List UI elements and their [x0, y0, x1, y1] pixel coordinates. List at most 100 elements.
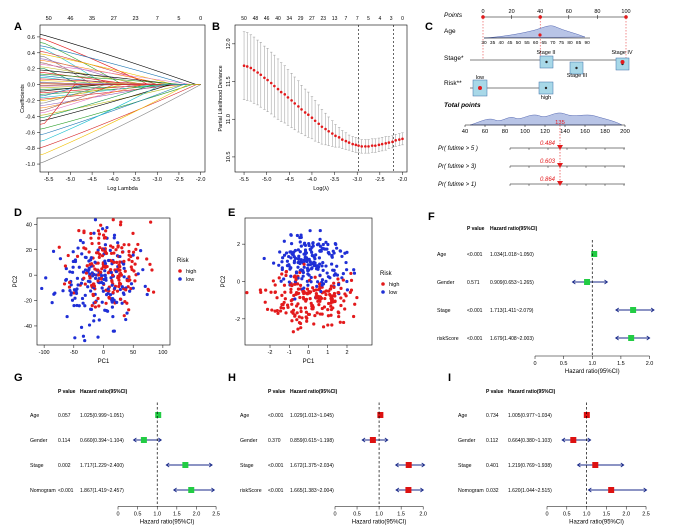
pca-point [91, 292, 95, 296]
deviance-point [398, 138, 401, 141]
age-tick-label: 50 [516, 40, 522, 46]
pca-point [336, 310, 340, 314]
age-tick-label: 35 [490, 40, 496, 46]
pca-point [291, 253, 295, 257]
pca-point [324, 292, 328, 297]
pca-point [110, 305, 114, 309]
age-tick-label: 40 [499, 40, 505, 46]
coefficient-path [40, 84, 201, 114]
pca-point [83, 282, 87, 286]
hazard-ratio-point [405, 487, 412, 493]
pca-point [316, 299, 320, 303]
pca-point [93, 300, 97, 304]
pca-point [320, 264, 324, 268]
header-hazard-ratio: Hazard ratio(95%CI) [508, 389, 556, 395]
pca-point [97, 318, 101, 322]
probability-row-label: Pr( futime > 1) [438, 182, 476, 188]
pca-point [297, 257, 301, 261]
x-tick-label: 0.5 [134, 512, 142, 518]
pca-point [298, 295, 302, 300]
coefficient-path [40, 84, 201, 164]
deviance-point [340, 138, 344, 141]
pca-point [295, 304, 299, 308]
y-tick-label: 0.4 [27, 51, 35, 57]
deviance-point [357, 144, 360, 147]
pca-point [308, 262, 313, 267]
pca-point [305, 259, 309, 264]
pca-point [345, 250, 349, 254]
coefficient-path [40, 55, 201, 85]
pca-point [92, 272, 96, 277]
deviance-point [297, 105, 300, 108]
risk-label: high [541, 95, 551, 101]
pca-point [324, 240, 328, 244]
pca-point [330, 262, 334, 266]
pca-point [74, 289, 78, 294]
pca-point [332, 291, 337, 296]
panel-letter-d: D [14, 207, 22, 219]
top-tick-label: 23 [132, 16, 138, 22]
pca-point [327, 252, 331, 256]
pca-point [263, 300, 267, 304]
pca-point [345, 268, 349, 272]
coefficient-path [40, 84, 201, 149]
pca-point [92, 231, 96, 235]
ci-arrow-left [587, 487, 592, 493]
pca-point [321, 325, 326, 329]
top-tick-label: 23 [320, 16, 326, 22]
age-tick-label: 60 [533, 40, 539, 46]
row-label: Stage [240, 463, 254, 469]
deviance-point [310, 116, 314, 120]
row-hazard-ratio: 1.029(1.013~1.045) [290, 413, 334, 419]
age-tick-label: 75 [559, 40, 565, 46]
pca-point [63, 264, 68, 268]
pca-point [295, 318, 299, 322]
panel-letter-i: I [448, 372, 451, 384]
pca-point [297, 254, 301, 258]
x-tick-label: 100 [158, 350, 167, 356]
pca-point [100, 273, 104, 278]
pca-point [339, 296, 343, 300]
pca-point [124, 317, 128, 322]
hazard-ratio-point [182, 462, 189, 468]
pca-point [115, 300, 119, 304]
pca-point [353, 302, 357, 306]
pca-point [120, 246, 124, 250]
pca-point [108, 293, 113, 297]
pca-point [336, 291, 341, 295]
stage-label: Stage III [567, 73, 588, 79]
x-tick-label: 1.0 [588, 361, 596, 367]
x-axis-label: Log(λ) [313, 186, 329, 192]
y-axis-label: Partial Likelihood Deviance [218, 65, 224, 131]
ci-arrow-left [615, 307, 620, 313]
pca-point [101, 233, 106, 237]
x-axis-label: Hazard ratio(95%CI) [352, 520, 407, 526]
pca-point [70, 270, 75, 274]
pca-point [75, 276, 80, 280]
hazard-ratio-point [628, 335, 635, 341]
panel-letters: A B C D E F G H I [14, 21, 451, 384]
x-tick-label: -3.0 [152, 177, 161, 183]
pca-point [83, 268, 88, 272]
y-tick-label: -2 [235, 317, 240, 323]
x-tick-label: -4.5 [285, 177, 294, 183]
pca-point [122, 243, 126, 247]
pca-point [92, 314, 97, 318]
pca-point [280, 267, 284, 272]
top-tick-label: 46 [67, 16, 73, 22]
hazard-ratio-point [630, 307, 637, 313]
pca-point [352, 271, 357, 275]
pca-point [289, 298, 293, 303]
deviance-point [249, 66, 253, 70]
coefficient-path [40, 84, 201, 116]
top-tick-label: 50 [46, 16, 52, 22]
pca-point [259, 290, 263, 294]
coefficient-path [40, 84, 201, 142]
panel-letter-a: A [14, 21, 22, 33]
total-points-tick-label: 160 [580, 129, 590, 135]
x-tick-label: 0 [533, 361, 536, 367]
pca-point [290, 319, 294, 323]
pca-point [308, 297, 312, 301]
pca-point [289, 233, 293, 237]
pca-point [146, 288, 151, 292]
